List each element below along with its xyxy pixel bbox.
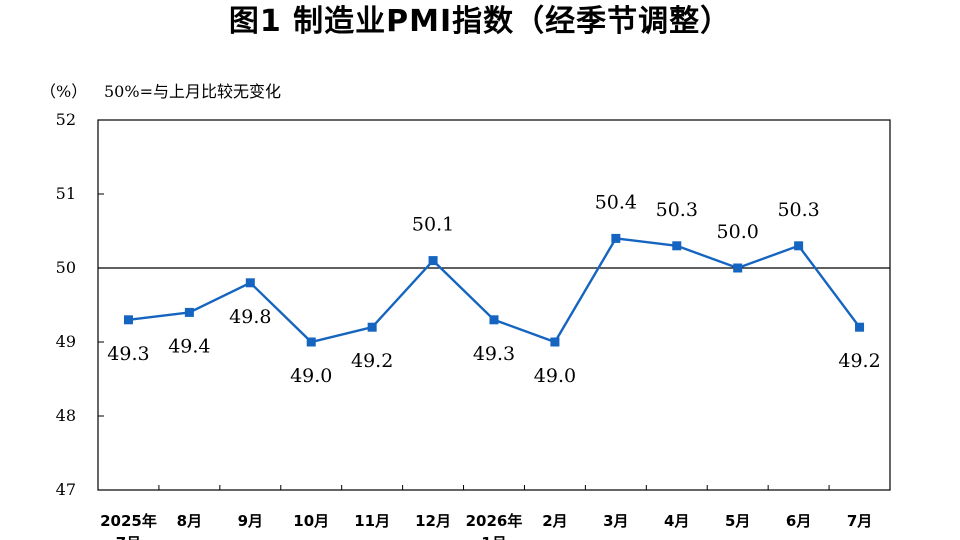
x-tick-label: 5月 [725,512,750,530]
data-point [489,315,499,325]
series-pmi [123,233,865,347]
y-tick-label: 51 [56,184,76,203]
x-tick-label: 7月 [847,512,872,530]
data-label: 50.0 [717,221,759,243]
x-tick-label: 11月 [354,512,390,530]
y-tick-label: 47 [56,480,76,499]
data-label: 49.4 [168,335,210,357]
data-label: 50.3 [777,199,819,221]
data-point [611,233,621,243]
data-point [550,337,560,347]
x-tick-label: 8月 [177,512,202,530]
data-point [855,322,865,332]
x-tick-label: 6月 [786,512,811,530]
data-point [245,278,255,288]
data-label: 49.3 [473,343,515,365]
data-label: 49.2 [838,350,880,372]
data-point [367,322,377,332]
data-label: 50.3 [656,199,698,221]
data-label: 49.0 [290,365,332,387]
x-tick-label: 3月 [603,512,628,530]
data-point [794,241,804,251]
data-label: 49.8 [229,306,271,328]
x-tick-label: 9月 [238,512,263,530]
x-tick-label: 2026年1月 [466,512,523,540]
data-point [672,241,682,251]
y-tick-label: 52 [56,110,76,129]
data-label: 50.4 [595,191,637,213]
x-axis: 2025年7月 8月 9月 10月 11月 12月 2026年1月 2月 3月 4月 5月 6月 7月 [100,485,872,540]
data-point [733,263,743,273]
x-tick-label: 2月 [542,512,567,530]
y-unit-label: （%） [40,82,88,101]
data-label: 49.0 [534,365,576,387]
data-label: 49.2 [351,350,393,372]
plot-frame [97,119,891,491]
chart-title: 图1 制造业PMI指数（经季节调整） [228,4,732,39]
data-label: 50.1 [412,214,454,236]
data-point [184,307,194,317]
x-tick-label: 12月 [415,512,451,530]
y-tick-label: 48 [56,406,76,425]
data-point [306,337,316,347]
data-label: 49.3 [107,343,149,365]
x-tick-label: 4月 [664,512,689,530]
data-point [428,256,438,266]
data-point [123,315,133,325]
x-tick-label: 10月 [293,512,329,530]
y-tick-label: 50 [56,258,76,277]
x-tick-label: 2025年7月 [100,512,157,540]
data-labels: 49.3 49.4 49.8 49.0 49.2 50.1 49.3 49.0 50.4 50.3… [107,191,880,387]
reference-note: 50%=与上月比较无变化 [104,82,281,101]
y-axis: 47 48 49 50 51 52 [56,110,104,499]
y-tick-label: 49 [56,332,76,351]
